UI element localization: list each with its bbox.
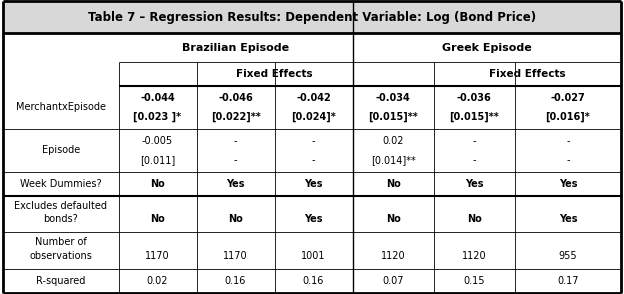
- Text: No: No: [228, 214, 243, 224]
- Text: [0.015]**: [0.015]**: [449, 111, 499, 122]
- Text: 0.15: 0.15: [464, 275, 485, 285]
- Text: R-squared: R-squared: [36, 275, 85, 285]
- Text: Fixed Effects: Fixed Effects: [489, 69, 565, 79]
- Text: Yes: Yes: [227, 178, 245, 188]
- Text: [0.016]*: [0.016]*: [545, 111, 590, 122]
- Text: Yes: Yes: [465, 178, 484, 188]
- Text: Table 7 – Regression Results: Dependent Variable: Log (Bond Price): Table 7 – Regression Results: Dependent …: [88, 11, 536, 24]
- Text: [0.022]**: [0.022]**: [211, 111, 260, 122]
- Text: -0.034: -0.034: [376, 93, 411, 103]
- Text: MerchantxEpisode: MerchantxEpisode: [16, 102, 106, 112]
- Text: 1120: 1120: [381, 251, 406, 261]
- Text: Brazilian Episode: Brazilian Episode: [182, 43, 289, 53]
- Text: No: No: [150, 178, 165, 188]
- Text: -0.027: -0.027: [550, 93, 585, 103]
- Text: Yes: Yes: [305, 214, 323, 224]
- Text: No: No: [467, 214, 482, 224]
- Text: Episode: Episode: [42, 145, 80, 155]
- Text: 1170: 1170: [145, 251, 170, 261]
- Text: -: -: [472, 136, 476, 146]
- Text: Fixed Effects: Fixed Effects: [236, 69, 313, 79]
- Text: -0.005: -0.005: [142, 136, 173, 146]
- Text: Yes: Yes: [558, 214, 577, 224]
- Text: 1001: 1001: [301, 251, 326, 261]
- Text: -0.046: -0.046: [218, 93, 253, 103]
- Text: Excludes defaulted: Excludes defaulted: [14, 201, 107, 211]
- Text: -0.042: -0.042: [296, 93, 331, 103]
- Text: No: No: [386, 214, 401, 224]
- Text: 0.17: 0.17: [557, 275, 578, 285]
- Text: [0.015]**: [0.015]**: [368, 111, 418, 122]
- Text: Week Dummies?: Week Dummies?: [20, 178, 102, 188]
- Text: Number of: Number of: [35, 237, 87, 247]
- Text: 0.02: 0.02: [147, 275, 168, 285]
- Text: observations: observations: [29, 251, 92, 261]
- Text: [0.014]**: [0.014]**: [371, 155, 416, 165]
- Text: -: -: [312, 155, 315, 165]
- Text: -: -: [566, 136, 570, 146]
- Text: [0.011]: [0.011]: [140, 155, 175, 165]
- Text: 1170: 1170: [223, 251, 248, 261]
- Text: bonds?: bonds?: [44, 214, 78, 224]
- Text: Greek Episode: Greek Episode: [442, 43, 532, 53]
- Text: -: -: [566, 155, 570, 165]
- Text: Yes: Yes: [558, 178, 577, 188]
- Text: 0.16: 0.16: [225, 275, 246, 285]
- Text: [0.024]*: [0.024]*: [291, 111, 336, 122]
- Text: -: -: [472, 155, 476, 165]
- Bar: [3, 1, 621, 33]
- Text: -: -: [312, 136, 315, 146]
- Text: -0.036: -0.036: [457, 93, 492, 103]
- Text: No: No: [386, 178, 401, 188]
- Text: -0.044: -0.044: [140, 93, 175, 103]
- Text: 0.16: 0.16: [303, 275, 324, 285]
- Text: No: No: [150, 214, 165, 224]
- Text: [0.023 ]*: [0.023 ]*: [134, 111, 182, 122]
- Text: 0.02: 0.02: [383, 136, 404, 146]
- Text: 1120: 1120: [462, 251, 487, 261]
- Text: Yes: Yes: [305, 178, 323, 188]
- Text: -: -: [234, 155, 237, 165]
- Text: -: -: [234, 136, 237, 146]
- Text: 0.07: 0.07: [383, 275, 404, 285]
- Text: 955: 955: [558, 251, 577, 261]
